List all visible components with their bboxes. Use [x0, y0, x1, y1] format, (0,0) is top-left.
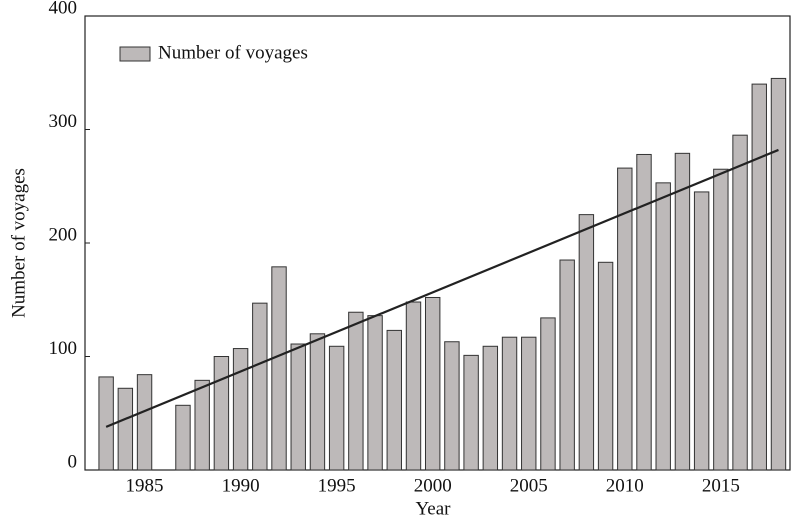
bar: [405, 301, 422, 471]
x-tick-label: 1985: [126, 475, 164, 496]
bar: [194, 379, 210, 471]
bar: [751, 83, 767, 471]
bar: [617, 167, 633, 471]
bar: [655, 182, 671, 471]
x-tick-label: 1990: [222, 475, 260, 496]
bar: [770, 77, 787, 471]
bar: [482, 345, 499, 471]
y-tick-label: 200: [49, 224, 78, 245]
y-tick-label: 300: [49, 111, 78, 132]
x-axis-label: Year: [415, 498, 451, 519]
bar: [290, 343, 306, 471]
bar: [713, 168, 729, 471]
bar: [540, 317, 556, 471]
bar: [559, 259, 575, 471]
bar: [117, 387, 134, 471]
bar: [367, 315, 383, 471]
bar: [444, 341, 460, 471]
bar: [136, 374, 153, 471]
x-tick-label: 2005: [510, 475, 548, 496]
y-axis-label: Number of voyages: [8, 168, 29, 318]
bar: [309, 333, 326, 471]
x-tick-label: 2000: [414, 475, 452, 496]
bar: [98, 376, 114, 471]
bar: [175, 404, 191, 471]
bar: [386, 329, 402, 471]
trend-line: [105, 148, 779, 428]
legend-swatch: [119, 46, 151, 62]
y-tick-label: 0: [68, 451, 78, 472]
bar: [424, 296, 441, 471]
bar: [693, 191, 710, 471]
x-tick-label: 2015: [702, 475, 740, 496]
bar: [501, 336, 518, 471]
bar: [252, 302, 268, 471]
bar: [463, 354, 479, 471]
bar: [732, 134, 748, 471]
bar: [232, 348, 249, 471]
bar: [674, 152, 691, 471]
y-tick-label: 400: [49, 0, 78, 18]
x-tick-label: 2010: [606, 475, 644, 496]
bar: [578, 214, 595, 471]
bar: [636, 153, 652, 471]
bar: [213, 356, 230, 471]
x-tick-label: 1995: [318, 475, 356, 496]
y-tick-label: 100: [49, 338, 78, 359]
bar: [521, 336, 537, 471]
bar: [348, 311, 364, 471]
bar: [271, 266, 287, 471]
bar: [597, 261, 614, 471]
legend-label: Number of voyages: [158, 42, 308, 63]
bar: [328, 345, 345, 471]
